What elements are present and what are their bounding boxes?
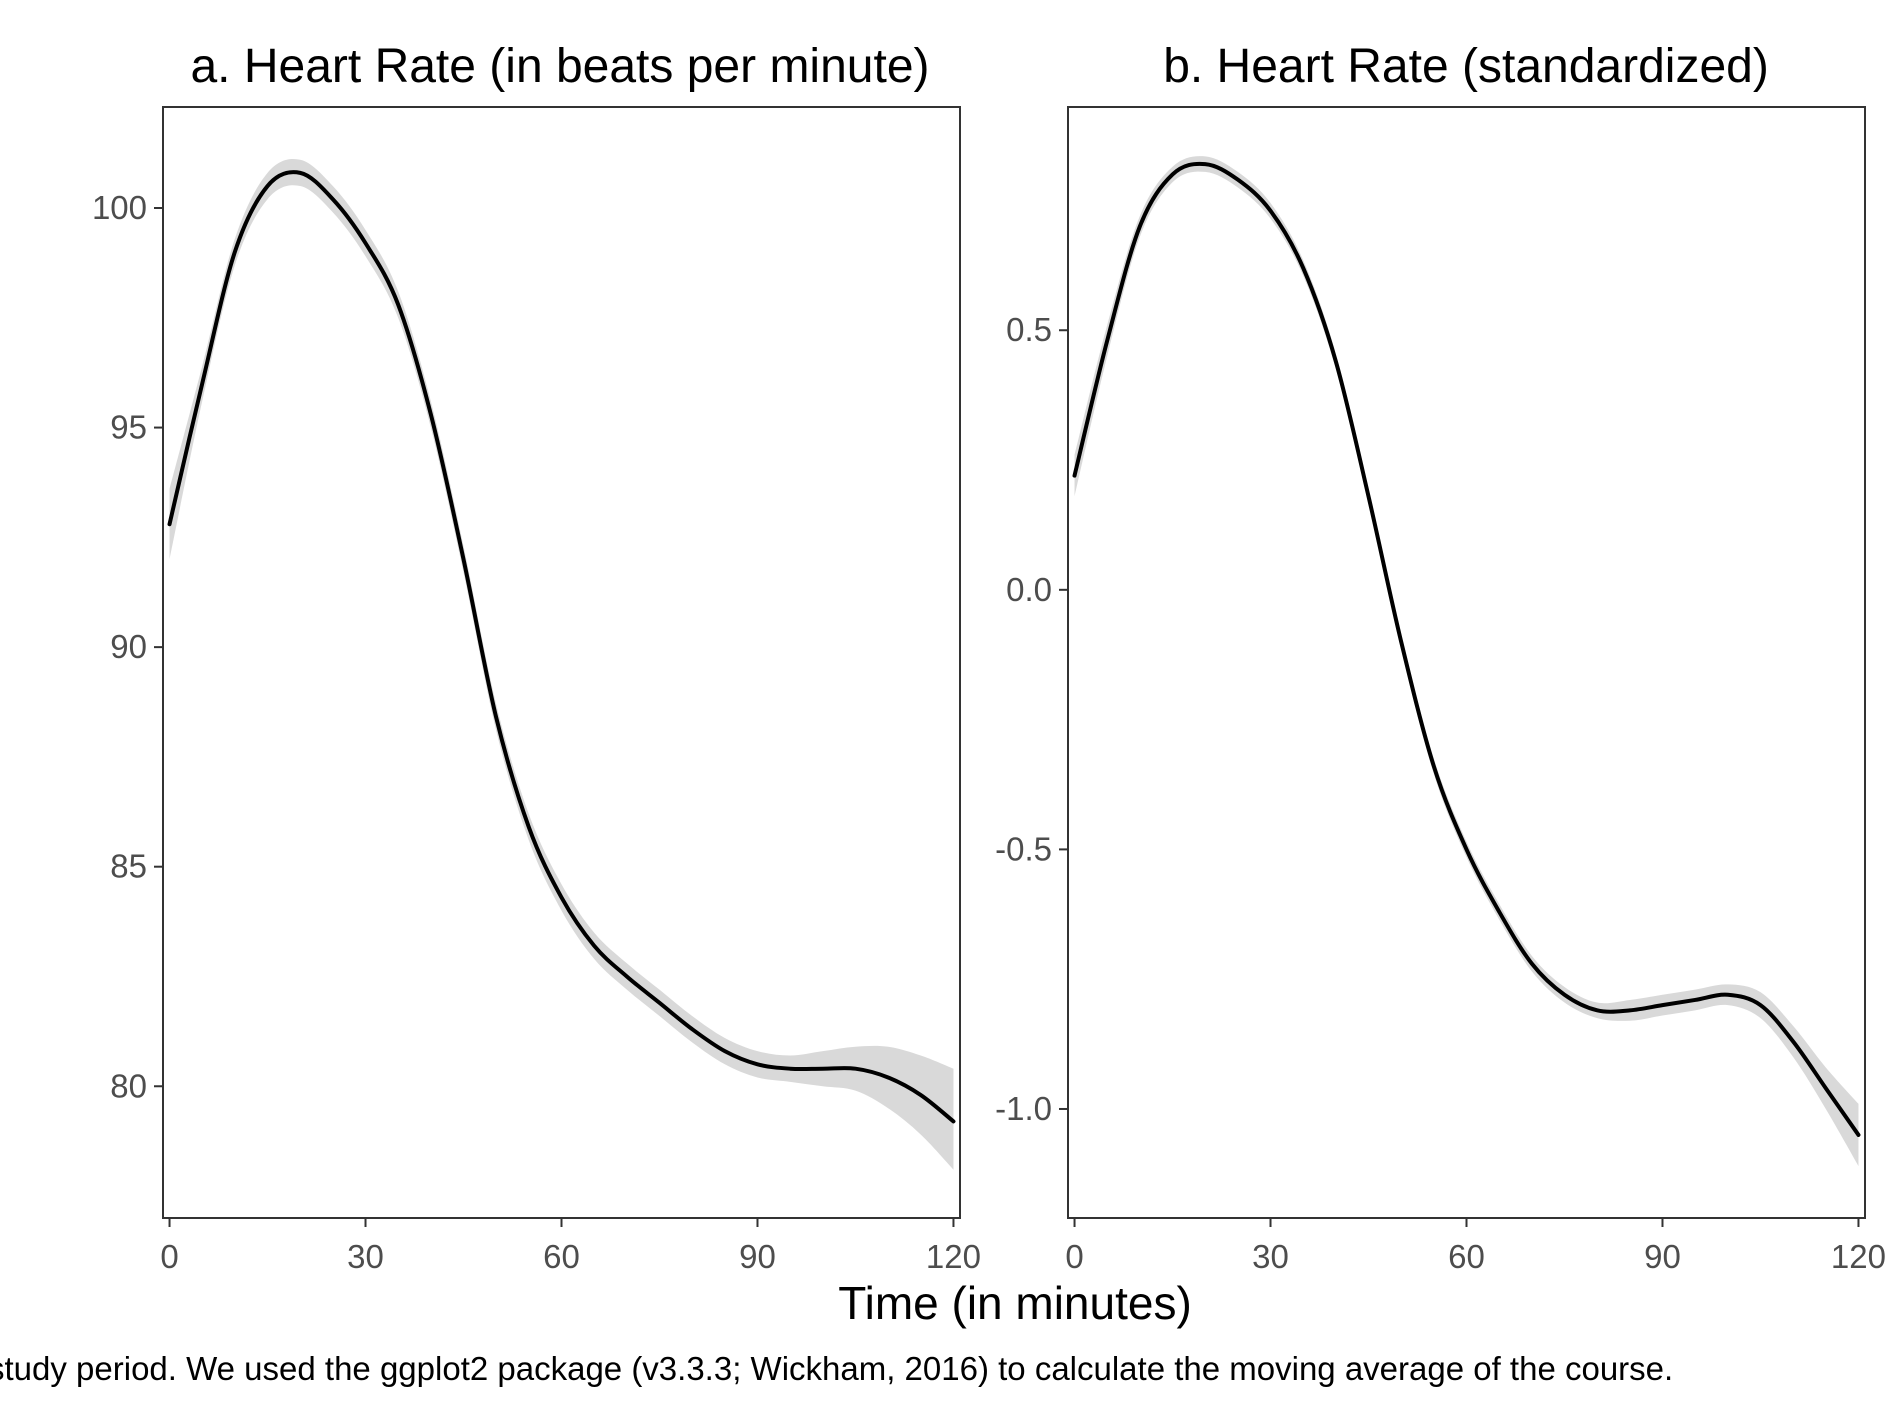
panel-a-y-tick-label: 80: [110, 1067, 147, 1104]
panel-b-trend-line: [1072, 161, 1861, 1137]
panel-b-y-tick-label: -0.5: [995, 830, 1052, 867]
panel-b-x-tick-label: 30: [1252, 1238, 1289, 1275]
panel-a-y-tick-label: 95: [110, 409, 147, 446]
panel-b-x-tick-label: 90: [1644, 1238, 1681, 1275]
panel-a-x-axis: 0 30 60 90 120: [160, 1218, 981, 1275]
panel-a-x-tick-label: 120: [926, 1238, 981, 1275]
panel-b-y-tick-label: -1.0: [995, 1090, 1052, 1127]
panel-b-x-tick-label: 0: [1065, 1238, 1083, 1275]
panel-b-x-tick-label: 120: [1831, 1238, 1886, 1275]
panel-a-y-axis: 80 85 90 95 100: [92, 189, 163, 1104]
panel-a: a. Heart Rate (in beats per minute) 80 85…: [92, 40, 981, 1275]
panel-b-x-tick-label: 60: [1448, 1238, 1485, 1275]
panel-a-x-tick-label: 60: [543, 1238, 580, 1275]
panel-b-title: b. Heart Rate (standardized): [1163, 40, 1769, 93]
panel-a-confidence-ribbon: [169, 158, 954, 1170]
panel-b-y-tick-label: 0.0: [1006, 571, 1052, 608]
panel-a-x-tick-label: 0: [160, 1238, 178, 1275]
panel-b-y-tick-label: 0.5: [1006, 311, 1052, 348]
panel-b-x-axis: 0 30 60 90 120: [1065, 1218, 1886, 1275]
panel-b-y-axis: -1.0 -0.5 0.0 0.5: [995, 311, 1068, 1127]
x-axis-title: Time (in minutes): [838, 1277, 1192, 1329]
figure-caption: study period. We used the ggplot2 packag…: [0, 1350, 1673, 1387]
panel-a-title: a. Heart Rate (in beats per minute): [190, 40, 929, 93]
panel-a-y-tick-label: 100: [92, 189, 147, 226]
panel-a-trend-line: [167, 170, 956, 1124]
panel-a-y-tick-label: 85: [110, 848, 147, 885]
panel-a-y-tick-label: 90: [110, 628, 147, 665]
panel-a-x-tick-label: 30: [347, 1238, 384, 1275]
panel-a-x-tick-label: 90: [739, 1238, 776, 1275]
panel-b: b. Heart Rate (standardized) -1.0 -0.5 0.0…: [995, 40, 1886, 1275]
